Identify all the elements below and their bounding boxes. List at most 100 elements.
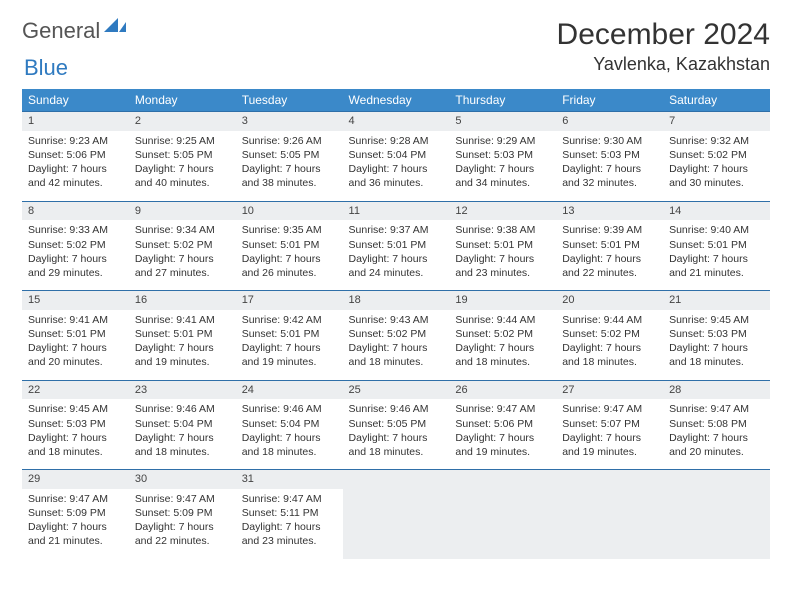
sunrise-text: Sunrise: 9:35 AM [242, 223, 337, 237]
daylight-text: Daylight: 7 hours and 34 minutes. [455, 162, 550, 190]
day-detail-cell: Sunrise: 9:46 AMSunset: 5:04 PMDaylight:… [129, 399, 236, 469]
day-number-cell: 9 [129, 201, 236, 220]
daylight-text: Daylight: 7 hours and 42 minutes. [28, 162, 123, 190]
day-detail-row: Sunrise: 9:47 AMSunset: 5:09 PMDaylight:… [22, 489, 770, 559]
daylight-text: Daylight: 7 hours and 23 minutes. [242, 520, 337, 548]
sunrise-text: Sunrise: 9:25 AM [135, 134, 230, 148]
sunset-text: Sunset: 5:02 PM [349, 327, 444, 341]
day-number-row: 1234567 [22, 112, 770, 131]
sunset-text: Sunset: 5:02 PM [562, 327, 657, 341]
sunrise-text: Sunrise: 9:33 AM [28, 223, 123, 237]
weekday-header: Thursday [449, 89, 556, 112]
day-number-cell: 30 [129, 470, 236, 489]
brand-text-1: General [22, 18, 100, 44]
day-detail-cell: Sunrise: 9:46 AMSunset: 5:05 PMDaylight:… [343, 399, 450, 469]
day-detail-cell: Sunrise: 9:25 AMSunset: 5:05 PMDaylight:… [129, 131, 236, 201]
day-number: 3 [242, 115, 248, 127]
sunrise-text: Sunrise: 9:46 AM [349, 402, 444, 416]
day-number-cell: 17 [236, 291, 343, 310]
sunset-text: Sunset: 5:05 PM [349, 417, 444, 431]
weekday-header: Monday [129, 89, 236, 112]
daylight-text: Daylight: 7 hours and 32 minutes. [562, 162, 657, 190]
location-label: Yavlenka, Kazakhstan [557, 54, 770, 75]
day-number: 17 [242, 294, 254, 306]
sunrise-text: Sunrise: 9:41 AM [28, 313, 123, 327]
sunrise-text: Sunrise: 9:39 AM [562, 223, 657, 237]
day-number-row: 891011121314 [22, 201, 770, 220]
day-number: 19 [455, 294, 467, 306]
day-detail-row: Sunrise: 9:33 AMSunset: 5:02 PMDaylight:… [22, 220, 770, 290]
daylight-text: Daylight: 7 hours and 21 minutes. [669, 252, 764, 280]
day-detail-cell: Sunrise: 9:47 AMSunset: 5:09 PMDaylight:… [129, 489, 236, 559]
day-number-cell: 23 [129, 380, 236, 399]
day-number: 30 [135, 473, 147, 485]
daylight-text: Daylight: 7 hours and 30 minutes. [669, 162, 764, 190]
sunrise-text: Sunrise: 9:37 AM [349, 223, 444, 237]
daylight-text: Daylight: 7 hours and 18 minutes. [28, 431, 123, 459]
daylight-text: Daylight: 7 hours and 23 minutes. [455, 252, 550, 280]
sunset-text: Sunset: 5:01 PM [28, 327, 123, 341]
day-detail-cell: Sunrise: 9:37 AMSunset: 5:01 PMDaylight:… [343, 220, 450, 290]
day-number-cell: 27 [556, 380, 663, 399]
day-number-cell: 1 [22, 112, 129, 131]
day-detail-cell: Sunrise: 9:41 AMSunset: 5:01 PMDaylight:… [129, 310, 236, 380]
day-number-cell: 7 [663, 112, 770, 131]
sunrise-text: Sunrise: 9:41 AM [135, 313, 230, 327]
sunrise-text: Sunrise: 9:43 AM [349, 313, 444, 327]
day-detail-cell: Sunrise: 9:38 AMSunset: 5:01 PMDaylight:… [449, 220, 556, 290]
daylight-text: Daylight: 7 hours and 29 minutes. [28, 252, 123, 280]
day-detail-cell: Sunrise: 9:23 AMSunset: 5:06 PMDaylight:… [22, 131, 129, 201]
day-number: 22 [28, 384, 40, 396]
sunrise-text: Sunrise: 9:47 AM [669, 402, 764, 416]
day-number: 9 [135, 205, 141, 217]
day-number: 16 [135, 294, 147, 306]
sunset-text: Sunset: 5:06 PM [28, 148, 123, 162]
day-number: 25 [349, 384, 361, 396]
day-number-row: 22232425262728 [22, 380, 770, 399]
day-detail-cell: Sunrise: 9:39 AMSunset: 5:01 PMDaylight:… [556, 220, 663, 290]
day-detail-cell: Sunrise: 9:47 AMSunset: 5:06 PMDaylight:… [449, 399, 556, 469]
day-number: 2 [135, 115, 141, 127]
day-detail-cell: Sunrise: 9:45 AMSunset: 5:03 PMDaylight:… [663, 310, 770, 380]
day-number-cell: 11 [343, 201, 450, 220]
title-block: December 2024 Yavlenka, Kazakhstan [557, 18, 770, 75]
day-number: 18 [349, 294, 361, 306]
day-number: 10 [242, 205, 254, 217]
daylight-text: Daylight: 7 hours and 26 minutes. [242, 252, 337, 280]
day-number: 8 [28, 205, 34, 217]
day-number-cell: 4 [343, 112, 450, 131]
day-detail-cell: Sunrise: 9:47 AMSunset: 5:08 PMDaylight:… [663, 399, 770, 469]
day-detail-cell: Sunrise: 9:46 AMSunset: 5:04 PMDaylight:… [236, 399, 343, 469]
sunset-text: Sunset: 5:09 PM [135, 506, 230, 520]
sunrise-text: Sunrise: 9:45 AM [669, 313, 764, 327]
sunset-text: Sunset: 5:03 PM [455, 148, 550, 162]
daylight-text: Daylight: 7 hours and 38 minutes. [242, 162, 337, 190]
day-number: 29 [28, 473, 40, 485]
day-number-cell: 15 [22, 291, 129, 310]
day-number-cell: 29 [22, 470, 129, 489]
day-number: 27 [562, 384, 574, 396]
daylight-text: Daylight: 7 hours and 18 minutes. [349, 341, 444, 369]
weekday-header: Sunday [22, 89, 129, 112]
day-detail-cell: Sunrise: 9:47 AMSunset: 5:11 PMDaylight:… [236, 489, 343, 559]
day-detail-cell: Sunrise: 9:41 AMSunset: 5:01 PMDaylight:… [22, 310, 129, 380]
daylight-text: Daylight: 7 hours and 40 minutes. [135, 162, 230, 190]
sunset-text: Sunset: 5:05 PM [135, 148, 230, 162]
daylight-text: Daylight: 7 hours and 18 minutes. [455, 341, 550, 369]
day-number: 12 [455, 205, 467, 217]
sunset-text: Sunset: 5:01 PM [349, 238, 444, 252]
day-detail-cell: Sunrise: 9:35 AMSunset: 5:01 PMDaylight:… [236, 220, 343, 290]
brand-logo: General [22, 18, 106, 44]
daylight-text: Daylight: 7 hours and 18 minutes. [562, 341, 657, 369]
day-number-cell: 12 [449, 201, 556, 220]
day-detail-row: Sunrise: 9:41 AMSunset: 5:01 PMDaylight:… [22, 310, 770, 380]
sunset-text: Sunset: 5:09 PM [28, 506, 123, 520]
day-detail-cell [449, 489, 556, 559]
day-detail-cell: Sunrise: 9:33 AMSunset: 5:02 PMDaylight:… [22, 220, 129, 290]
sunset-text: Sunset: 5:01 PM [562, 238, 657, 252]
daylight-text: Daylight: 7 hours and 36 minutes. [349, 162, 444, 190]
sunrise-text: Sunrise: 9:47 AM [28, 492, 123, 506]
weekday-header-row: Sunday Monday Tuesday Wednesday Thursday… [22, 89, 770, 112]
sunset-text: Sunset: 5:02 PM [669, 148, 764, 162]
daylight-text: Daylight: 7 hours and 18 minutes. [669, 341, 764, 369]
